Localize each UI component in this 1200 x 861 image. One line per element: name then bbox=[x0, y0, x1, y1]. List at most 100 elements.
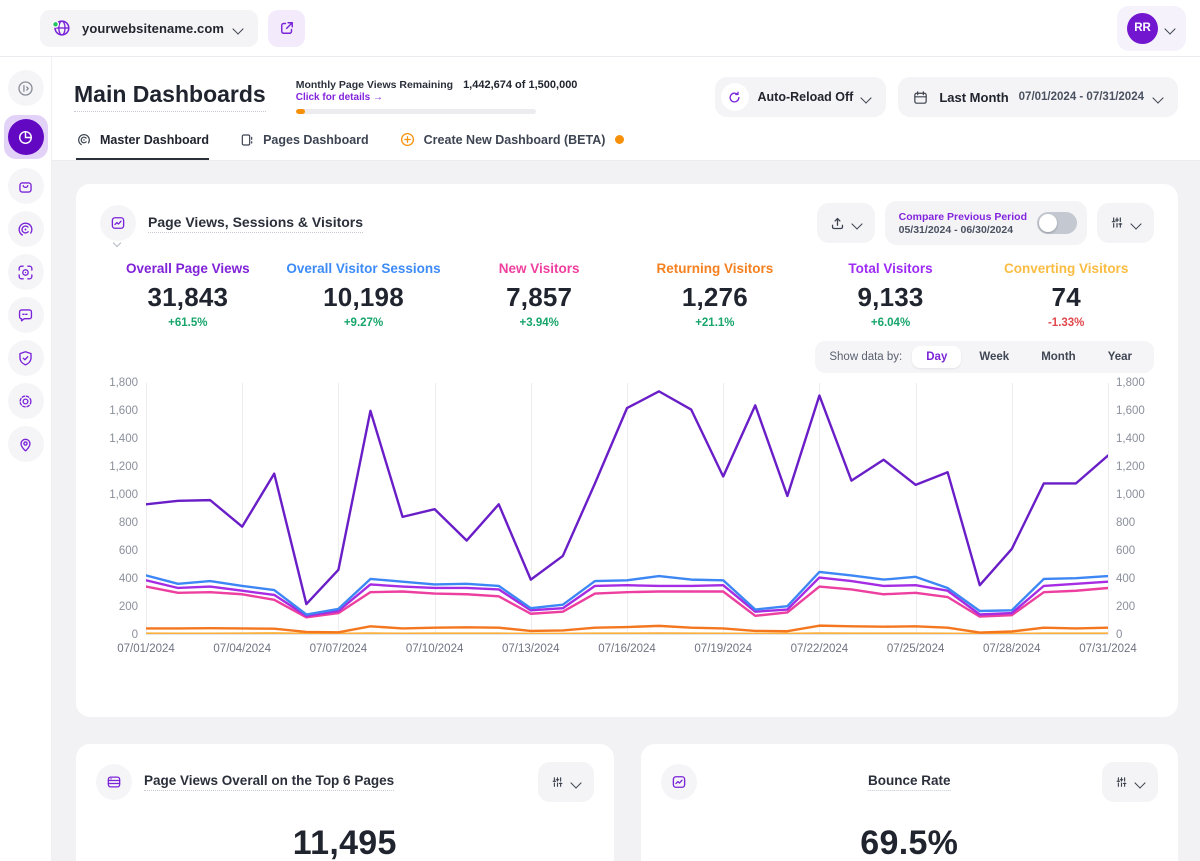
gridline bbox=[1011, 383, 1013, 634]
stat-converting-visitors[interactable]: Converting Visitors 74 -1.33% bbox=[978, 261, 1154, 329]
chevron-down-icon bbox=[1154, 92, 1164, 102]
dashboard-canvas: Page Views, Sessions & Visitors bbox=[52, 161, 1200, 861]
granularity-day[interactable]: Day bbox=[912, 346, 962, 368]
spiral-icon bbox=[76, 132, 92, 148]
top-pages-card: Page Views Overall on the Top 6 Pages bbox=[76, 744, 614, 861]
stat-total-visitors[interactable]: Total Visitors 9,133 +6.04% bbox=[803, 261, 979, 329]
stat-new-visitors[interactable]: New Visitors 7,857 +3.94% bbox=[451, 261, 627, 329]
tab-label: Master Dashboard bbox=[100, 132, 210, 147]
sliders-icon bbox=[1109, 215, 1125, 231]
y-tick-label: 0 bbox=[1116, 629, 1123, 641]
open-website-button[interactable] bbox=[268, 9, 306, 47]
compare-label: Compare Previous Period bbox=[898, 210, 1027, 223]
x-tick-label: 07/10/2024 bbox=[405, 643, 464, 655]
plus-circle-icon bbox=[399, 131, 416, 148]
visitor-recordings-icon bbox=[16, 263, 35, 282]
tab-label: Pages Dashboard bbox=[263, 132, 369, 147]
quota-label: Monthly Page Views Remaining bbox=[295, 79, 454, 91]
card-title: Page Views, Sessions & Visitors bbox=[148, 214, 364, 233]
avatar: RR bbox=[1127, 12, 1158, 44]
tab-master-dashboard[interactable]: Master Dashboard bbox=[76, 132, 210, 160]
top-bar: yourwebsitename.com RR bbox=[0, 0, 1200, 57]
chart-widget-icon[interactable] bbox=[100, 205, 136, 241]
x-tick-label: 07/04/2024 bbox=[213, 643, 271, 655]
y-tick-label: 800 bbox=[1116, 517, 1136, 529]
stat-label: New Visitors bbox=[498, 261, 580, 276]
sidebar-item-communication[interactable] bbox=[7, 297, 44, 333]
sidebar-item-privacy[interactable] bbox=[7, 340, 44, 376]
gridline bbox=[530, 383, 532, 634]
y-axis-left: 1,800 1,600 1,400 1,200 1,000 800 600 400 200 0 bbox=[100, 377, 146, 659]
calendar-icon bbox=[912, 89, 929, 106]
auto-reload-dropdown[interactable]: Auto-Reload Off bbox=[714, 77, 887, 117]
widget-settings-button[interactable] bbox=[537, 762, 594, 802]
tab-pages-dashboard[interactable]: Pages Dashboard bbox=[239, 132, 369, 160]
sliders-icon bbox=[550, 775, 565, 790]
widget-settings-button[interactable] bbox=[1097, 203, 1154, 243]
website-name: yourwebsitename.com bbox=[82, 20, 225, 36]
date-range-label: Last Month bbox=[939, 89, 1009, 105]
stat-change: +21.1% bbox=[695, 317, 735, 329]
page-header: Main Dashboards Monthly Page Views Remai… bbox=[52, 57, 1200, 161]
x-tick-label: 07/19/2024 bbox=[694, 643, 752, 655]
stat-overall-page-views[interactable]: Overall Page Views 31,843 +61.5% bbox=[100, 261, 276, 329]
compare-range: 05/31/2024 - 06/30/2024 bbox=[898, 223, 1014, 236]
chevron-down-icon bbox=[862, 92, 872, 102]
refresh-icon bbox=[720, 83, 749, 111]
y-tick-label: 1,000 bbox=[109, 489, 138, 501]
sidebar-item-visitor-recordings[interactable] bbox=[7, 254, 44, 290]
sliders-icon bbox=[1114, 775, 1129, 790]
x-tick-label: 07/28/2024 bbox=[983, 643, 1041, 655]
stat-overall-visitor-sessions[interactable]: Overall Visitor Sessions 10,198 +9.27% bbox=[276, 261, 452, 329]
sidebar-item-dashboards[interactable] bbox=[3, 115, 48, 159]
gridline bbox=[338, 383, 340, 634]
card-title: Bounce Rate bbox=[867, 773, 951, 791]
date-range-picker[interactable]: Last Month 07/01/2024 - 07/31/2024 bbox=[898, 77, 1178, 117]
card-title: Page Views Overall on the Top 6 Pages bbox=[144, 773, 395, 791]
gridline bbox=[627, 383, 628, 634]
quota-progress-bar bbox=[295, 109, 536, 114]
compare-toggle[interactable] bbox=[1037, 212, 1077, 234]
granularity-year[interactable]: Year bbox=[1107, 351, 1132, 363]
sidebar-item-ecommerce[interactable] bbox=[7, 168, 44, 204]
pageviews-sessions-visitors-card: Page Views, Sessions & Visitors bbox=[76, 184, 1178, 717]
y-tick-label: 1,600 bbox=[109, 405, 138, 417]
x-tick-label: 07/13/2024 bbox=[502, 643, 560, 655]
gridline bbox=[1108, 383, 1109, 634]
y-tick-label: 800 bbox=[118, 517, 138, 529]
stat-label: Converting Visitors bbox=[1004, 261, 1129, 276]
widget-settings-button[interactable] bbox=[1102, 762, 1158, 802]
granularity-month[interactable]: Month bbox=[1041, 351, 1076, 363]
sidebar-item-settings[interactable] bbox=[7, 383, 44, 419]
sidebar-item-behavior[interactable] bbox=[7, 211, 44, 247]
sidebar-toggle-icon[interactable] bbox=[7, 70, 44, 106]
table-widget-icon[interactable] bbox=[96, 764, 132, 800]
stat-label: Overall Page Views bbox=[126, 261, 250, 276]
ecommerce-bag-icon bbox=[16, 177, 35, 196]
chart-plot[interactable] bbox=[146, 383, 1109, 635]
dashboard-tabs: Master Dashboard Pages Dashboard bbox=[74, 131, 1178, 160]
chevron-down-icon bbox=[234, 23, 244, 33]
beta-dot bbox=[615, 135, 625, 144]
y-tick-label: 200 bbox=[118, 601, 138, 613]
sidebar-item-locations[interactable] bbox=[7, 426, 44, 462]
stat-label: Total Visitors bbox=[848, 261, 933, 276]
quota-value: 1,442,674 of 1,500,000 bbox=[463, 79, 578, 91]
website-selector[interactable]: yourwebsitename.com bbox=[40, 9, 259, 47]
x-tick-label: 07/22/2024 bbox=[790, 643, 849, 655]
stat-change: +6.04% bbox=[870, 317, 911, 329]
line-chart: 1,800 1,600 1,400 1,200 1,000 800 600 400 200 0 0… bbox=[100, 377, 1154, 659]
toggle-knob bbox=[1039, 214, 1057, 232]
quota-details-link[interactable]: Click for details → bbox=[295, 92, 383, 103]
chart-widget-icon[interactable] bbox=[660, 764, 697, 800]
granularity-week[interactable]: Week bbox=[979, 351, 1010, 363]
account-menu[interactable]: RR bbox=[1117, 5, 1186, 51]
chevron-down-icon bbox=[572, 777, 582, 787]
y-tick-label: 1,200 bbox=[1116, 461, 1145, 473]
tab-create-new-dashboard[interactable]: Create New Dashboard (BETA) bbox=[399, 131, 625, 160]
export-button[interactable] bbox=[816, 203, 875, 243]
stat-returning-visitors[interactable]: Returning Visitors 1,276 +21.1% bbox=[627, 261, 803, 329]
export-icon bbox=[829, 215, 846, 232]
x-axis-labels: 07/01/2024 07/04/2024 07/07/2024 07/10/2024… bbox=[117, 635, 1137, 659]
